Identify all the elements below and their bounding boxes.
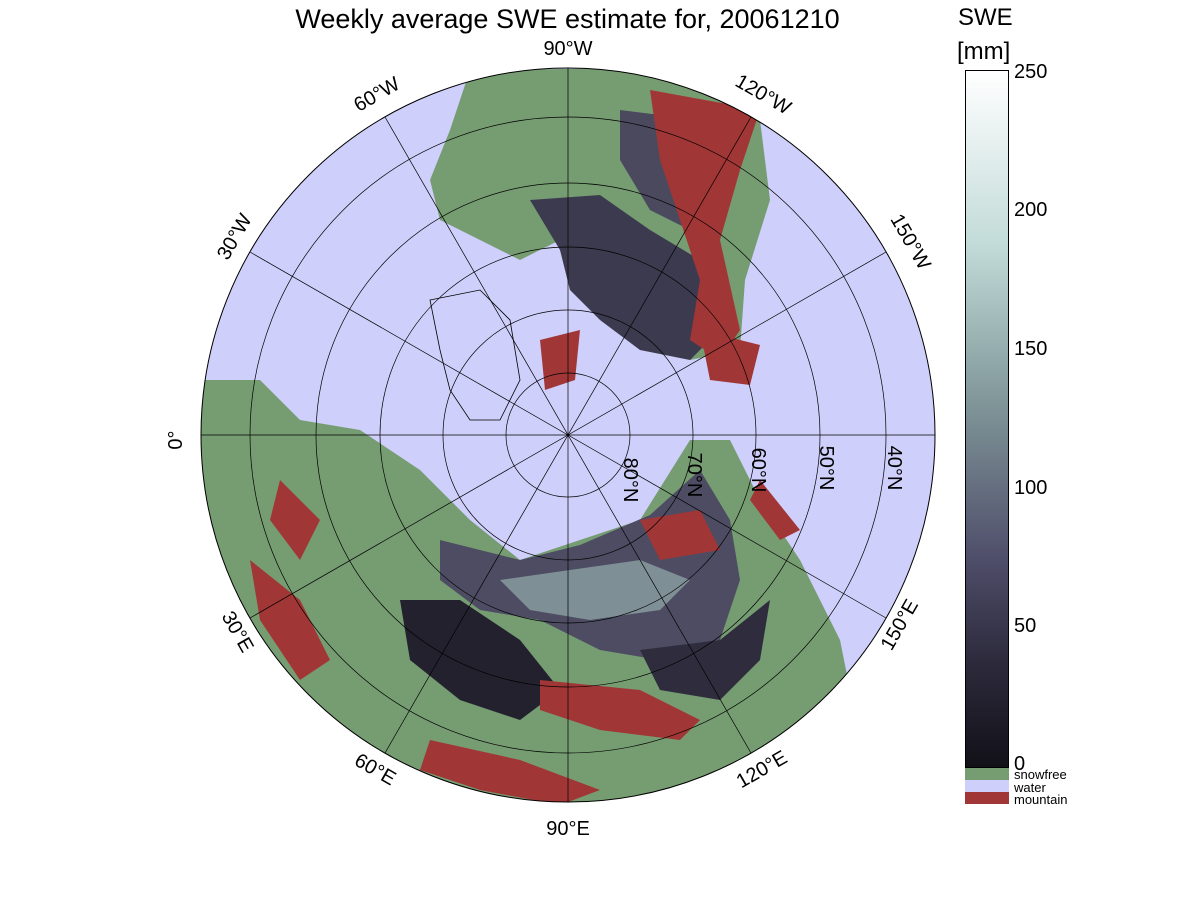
snow-eurasia-east (640, 600, 770, 700)
colorbar-title: SWE (958, 4, 1013, 31)
map-title: Weekly average SWE estimate for, 2006121… (295, 4, 840, 34)
mountain-greenland (540, 330, 580, 390)
lon-label-60w: 60°W (350, 73, 404, 117)
mountain-kamchatka (750, 480, 800, 540)
legend-label-mountain: mountain (1014, 792, 1068, 807)
mountain-central-asia (540, 680, 700, 740)
lon-label-90w: 90°W (543, 38, 592, 60)
meridians (201, 68, 935, 802)
snow-eurasia-south (400, 600, 560, 720)
mountain-himalaya (420, 740, 600, 802)
lat-label-80n: 80°N (619, 458, 641, 503)
legend-swatch-snowfree (965, 768, 1009, 780)
lat-label-70n: 70°N (683, 453, 705, 498)
lat-label-50n: 50°N (815, 446, 837, 491)
mountain-europe (270, 480, 320, 560)
colorbar-tick-250: 250 (1014, 61, 1048, 83)
lat-label-40n: 40°N (883, 446, 905, 491)
legend-label-water: water (1014, 780, 1046, 795)
lat-label-60n: 60°N (747, 448, 769, 493)
colorbar-tick-50: 50 (1014, 615, 1037, 637)
snow-north-america (530, 195, 720, 360)
mountain-rockies (650, 90, 760, 360)
colorbar-gradient (965, 70, 1009, 768)
colorbar-unit: [mm] (957, 38, 1011, 65)
mountain-europe-2 (250, 560, 330, 680)
colorbar-tick-0: 0 (1014, 753, 1026, 775)
polar-stereographic-map: 90°W 60°W 120°W 30°W 150°W 0° 180°W 30°E… (165, 38, 936, 840)
colorbar-tick-150: 150 (1014, 338, 1048, 360)
lon-label-0: 0° (165, 430, 187, 449)
colorbar-tick-200: 200 (1014, 199, 1048, 221)
colorbar-tick-100: 100 (1014, 477, 1048, 499)
snow-eurasia-bright (500, 560, 690, 620)
legend-swatch-mountain (965, 792, 1009, 804)
legend-swatch-water (965, 780, 1009, 792)
mountain-siberia-east (640, 510, 720, 560)
legend-label-snowfree: snowfree (1014, 767, 1067, 782)
lon-label-90e: 90°E (546, 818, 590, 840)
